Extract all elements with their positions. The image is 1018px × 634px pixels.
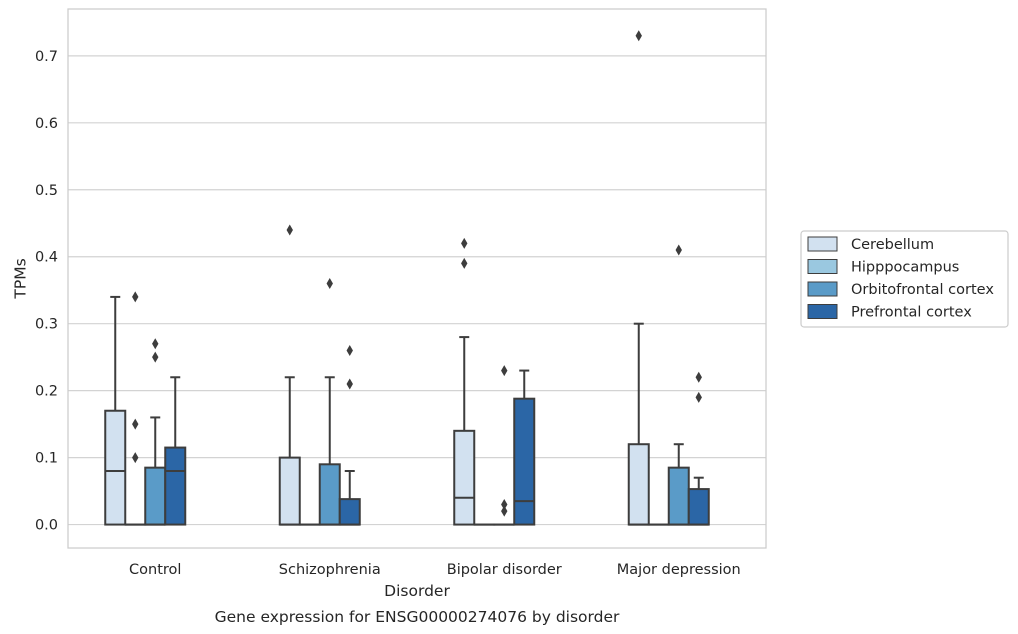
legend-swatch <box>807 281 838 297</box>
legend-label: Cerebellum <box>851 237 934 253</box>
outlier-marker <box>501 505 508 517</box>
x-tick-label: Control <box>129 562 181 578</box>
outlier-marker <box>695 371 702 383</box>
x-axis-ticks: Control Schizophrenia Bipolar disorder Majo… <box>129 562 741 578</box>
box-rect <box>687 488 710 526</box>
box-1-0 <box>278 224 301 526</box>
legend-swatch <box>807 259 838 274</box>
box-3-2 <box>667 244 690 526</box>
box-rect <box>278 456 301 526</box>
y-axis-label: TPMs <box>11 258 29 299</box>
box-1-3 <box>338 344 361 526</box>
outlier-marker <box>326 278 333 290</box>
outlier-marker <box>346 344 353 356</box>
x-axis-label: Disorder <box>384 582 450 600</box>
box-0-3 <box>164 376 187 526</box>
boxes <box>104 30 710 526</box>
y-tick-label: 0.5 <box>35 183 58 199</box>
box-2-2 <box>493 365 516 526</box>
outlier-marker <box>132 291 139 303</box>
outlier-marker <box>132 452 139 464</box>
box-rect <box>667 466 690 526</box>
x-tick-label: Bipolar disorder <box>447 562 562 578</box>
plot-area-frame <box>67 8 767 549</box>
legend: Cerebellum Hipppocampus Orbitofrontal cort… <box>800 230 1009 328</box>
outlier-marker <box>461 257 468 269</box>
y-tick-label: 0.6 <box>35 116 58 132</box>
y-tick-label: 0.4 <box>35 250 58 266</box>
outlier-marker <box>346 378 353 390</box>
box-2-0 <box>453 237 476 526</box>
box-2-3 <box>513 369 536 526</box>
outlier-marker <box>501 498 508 510</box>
box-rect <box>627 443 650 526</box>
outlier-marker <box>152 338 159 350</box>
outlier-marker <box>635 30 642 42</box>
outlier-marker <box>695 391 702 403</box>
box-rect <box>318 463 341 526</box>
outlier-marker <box>461 237 468 249</box>
outlier-marker <box>675 244 682 256</box>
legend-swatch <box>807 304 838 319</box>
box-rect <box>338 498 361 526</box>
box-0-2 <box>144 338 167 526</box>
x-tick-label: Major depression <box>617 562 741 578</box>
box-rect <box>164 446 187 526</box>
chart-caption: Gene expression for ENSG00000274076 by d… <box>215 608 620 626</box>
legend-swatch <box>807 236 838 252</box>
box-3-0 <box>627 30 650 526</box>
legend-label: Prefrontal cortex <box>851 305 972 321</box>
box-rect <box>513 397 536 526</box>
y-tick-label: 0.1 <box>35 451 58 467</box>
legend-label: Orbitofrontal cortex <box>851 282 994 298</box>
box-rect <box>453 429 476 526</box>
outlier-marker <box>152 351 159 363</box>
box-rect <box>144 466 167 526</box>
outlier-marker <box>501 365 508 377</box>
box-3-3 <box>687 371 710 526</box>
y-tick-label: 0.3 <box>35 317 58 333</box>
box-1-2 <box>318 278 341 526</box>
x-tick-label: Schizophrenia <box>279 562 381 578</box>
y-tick-label: 0.0 <box>35 518 58 534</box>
box-0-1 <box>124 291 147 526</box>
legend-frame <box>800 230 1009 328</box>
legend-label: Hipppocampus <box>851 260 959 276</box>
outlier-marker <box>132 418 139 430</box>
y-axis-ticks: 0.0 0.1 0.2 0.3 0.4 0.5 0.6 0.7 <box>35 49 58 534</box>
box-0-0 <box>104 295 127 526</box>
outlier-marker <box>286 224 293 236</box>
box-rect <box>104 409 127 526</box>
y-tick-label: 0.2 <box>35 384 58 400</box>
y-tick-label: 0.7 <box>35 49 58 65</box>
